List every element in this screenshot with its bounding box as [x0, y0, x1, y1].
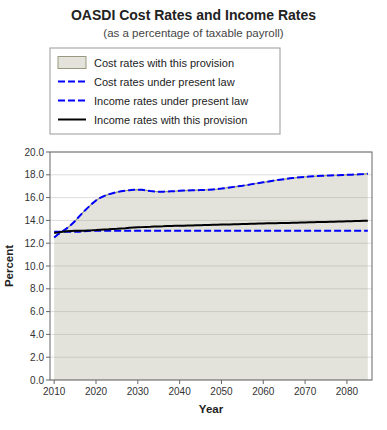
legend: Cost rates with this provision Cost rates…: [50, 48, 280, 134]
line: [54, 174, 368, 238]
x-tick-label: 2030: [127, 386, 150, 397]
y-tick: [46, 357, 50, 358]
x-tick-label: 2050: [210, 386, 233, 397]
x-tick: [54, 380, 55, 384]
y-tick-label: 18.0: [25, 169, 45, 180]
legend-swatch: [58, 100, 86, 102]
y-tick-label: 6.0: [30, 306, 44, 317]
legend-swatch: [58, 81, 86, 83]
subtitle: (as a percentage of taxable payroll): [103, 27, 283, 39]
x-tick: [137, 380, 138, 384]
y-tick-label: 2.0: [30, 352, 44, 363]
background: [0, 0, 387, 430]
y-tick: [46, 152, 50, 153]
x-tick-label: 2060: [252, 386, 275, 397]
y-tick-label: 14.0: [25, 215, 45, 226]
y-tick-label: 16.0: [25, 192, 45, 203]
y-tick: [46, 380, 50, 381]
line: [54, 221, 368, 233]
legend-swatch: [58, 119, 86, 121]
x-tick: [96, 380, 97, 384]
plot-data: [54, 174, 368, 380]
x-tick: [179, 380, 180, 384]
x-tick-label: 2070: [294, 386, 317, 397]
x-tick-label: 2010: [43, 386, 66, 397]
plot-frame: [50, 152, 372, 380]
y-tick: [46, 266, 50, 267]
x-tick: [346, 380, 347, 384]
chart: OASDI Cost Rates and Income Rates (as a p…: [0, 0, 387, 430]
title: OASDI Cost Rates and Income Rates: [71, 7, 316, 23]
x-tick: [221, 380, 222, 384]
y-tick: [46, 220, 50, 221]
y-tick: [46, 288, 50, 289]
line: [54, 231, 368, 232]
x-tick-label: 2080: [336, 386, 359, 397]
y-tick-label: 0.0: [30, 375, 44, 386]
y-tick: [46, 174, 50, 175]
area: [54, 174, 368, 380]
y-tick-label: 12.0: [25, 238, 45, 249]
y-axis-label: Percent: [3, 245, 15, 287]
legend-label: Income rates under present law: [94, 95, 248, 107]
y-tick-label: 10.0: [25, 261, 45, 272]
legend-label: Income rates with this provision: [94, 114, 247, 126]
axes: 0.0 2.0 4.0 6.0 8.0 10.0 12.0 14.0 16.0 18.0 20.0 2…: [25, 147, 372, 398]
y-tick: [46, 311, 50, 312]
line: [54, 174, 368, 238]
x-axis-label: Year: [199, 403, 224, 415]
y-tick-label: 4.0: [30, 329, 44, 340]
y-tick-label: 8.0: [30, 283, 44, 294]
x-tick: [305, 380, 306, 384]
x-tick-label: 2020: [85, 386, 108, 397]
y-tick: [46, 243, 50, 244]
legend-box: [50, 48, 280, 134]
y-tick: [46, 334, 50, 335]
legend-label: Cost rates with this provision: [94, 57, 234, 69]
y-tick: [46, 197, 50, 198]
legend-swatch: [58, 57, 86, 69]
x-tick: [263, 380, 264, 384]
x-tick-label: 2040: [169, 386, 192, 397]
legend-label: Cost rates under present law: [94, 76, 235, 88]
y-tick-label: 20.0: [25, 147, 45, 158]
